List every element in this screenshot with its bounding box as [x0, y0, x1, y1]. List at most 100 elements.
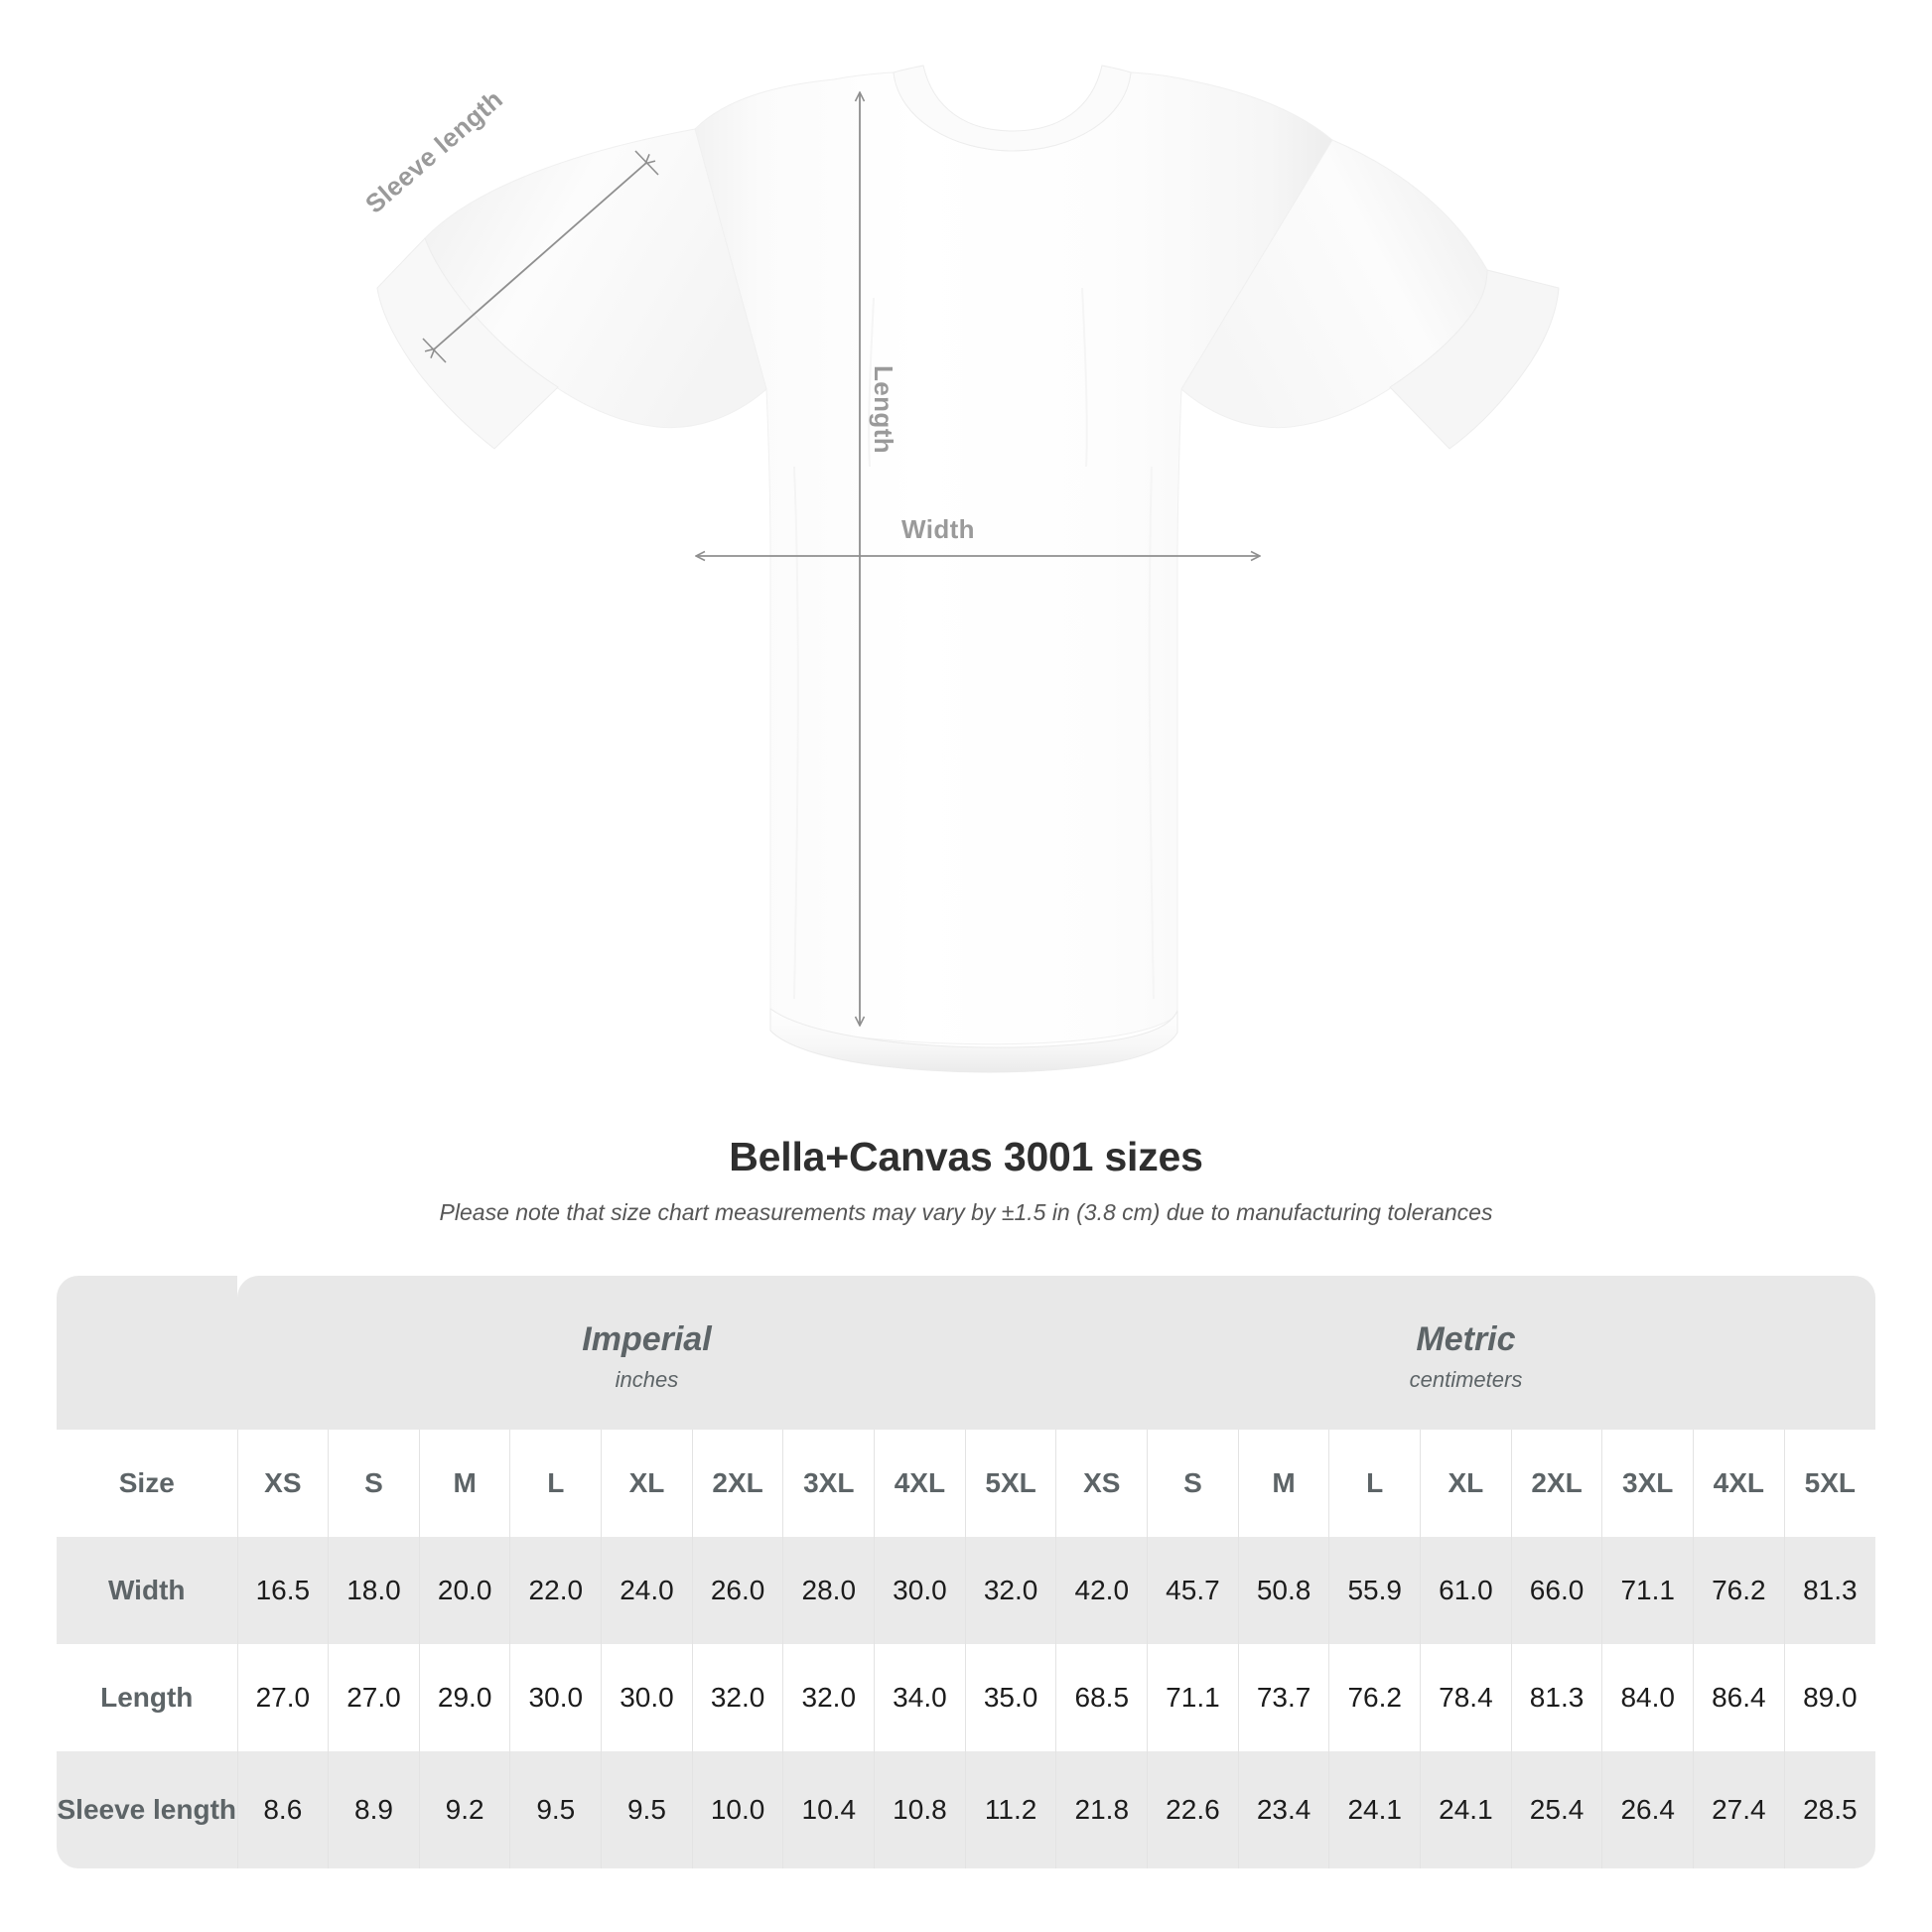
- page-title: Bella+Canvas 3001 sizes: [729, 1134, 1203, 1179]
- t-shirt-diagram: Sleeve length Length Width: [359, 65, 1560, 1073]
- cell-length-metric-m: 73.7: [1237, 1644, 1329, 1751]
- cell-sleeve-imperial-2xl: 10.0: [691, 1751, 783, 1868]
- cell-width-metric-xs: 42.0: [1055, 1537, 1148, 1644]
- size-col-imperial-l: L: [509, 1430, 602, 1537]
- width-label: Width: [901, 514, 975, 544]
- cell-width-metric-3xl: 71.1: [1601, 1537, 1694, 1644]
- size-col-imperial-xs: XS: [236, 1430, 329, 1537]
- size-col-imperial-3xl: 3XL: [782, 1430, 875, 1537]
- cell-length-metric-2xl: 81.3: [1510, 1644, 1602, 1751]
- cell-length-metric-4xl: 86.4: [1693, 1644, 1785, 1751]
- cell-width-imperial-m: 20.0: [418, 1537, 510, 1644]
- cell-length-imperial-3xl: 32.0: [782, 1644, 875, 1751]
- cell-sleeve-metric-l: 24.1: [1328, 1751, 1421, 1868]
- cell-width-imperial-2xl: 26.0: [691, 1537, 783, 1644]
- cell-width-metric-4xl: 76.2: [1693, 1537, 1785, 1644]
- cell-length-imperial-l: 30.0: [509, 1644, 602, 1751]
- cell-length-metric-l: 76.2: [1328, 1644, 1421, 1751]
- cell-length-metric-3xl: 84.0: [1601, 1644, 1694, 1751]
- size-col-metric-5xl: 5XL: [1783, 1430, 1875, 1537]
- cell-sleeve-metric-4xl: 27.4: [1693, 1751, 1785, 1868]
- size-col-imperial-5xl: 5XL: [964, 1430, 1056, 1537]
- cell-width-metric-l: 55.9: [1328, 1537, 1421, 1644]
- size-col-imperial-m: M: [418, 1430, 510, 1537]
- cell-length-imperial-s: 27.0: [328, 1644, 420, 1751]
- cell-width-metric-s: 45.7: [1147, 1537, 1239, 1644]
- size-col-metric-4xl: 4XL: [1693, 1430, 1785, 1537]
- unit-imperial-sub: inches: [615, 1367, 679, 1393]
- unit-banner-spacer: [57, 1276, 237, 1430]
- cell-width-metric-m: 50.8: [1237, 1537, 1329, 1644]
- size-col-metric-3xl: 3XL: [1601, 1430, 1694, 1537]
- cell-length-imperial-m: 29.0: [418, 1644, 510, 1751]
- unit-imperial-name: Imperial: [582, 1320, 712, 1359]
- cell-length-metric-xl: 78.4: [1420, 1644, 1512, 1751]
- cell-sleeve-metric-m: 23.4: [1237, 1751, 1329, 1868]
- cell-sleeve-imperial-5xl: 11.2: [964, 1751, 1056, 1868]
- unit-metric-sub: centimeters: [1409, 1367, 1523, 1393]
- cell-sleeve-imperial-l: 9.5: [509, 1751, 602, 1868]
- size-header-label: Size: [57, 1430, 237, 1537]
- size-col-metric-s: S: [1147, 1430, 1239, 1537]
- shirt-body-shape: [376, 65, 1560, 1073]
- cell-sleeve-metric-3xl: 26.4: [1601, 1751, 1694, 1868]
- cell-length-metric-5xl: 89.0: [1783, 1644, 1875, 1751]
- size-col-imperial-xl: XL: [601, 1430, 693, 1537]
- size-header-row: Size XS S M L XL 2XL 3XL 4XL 5XL XS S M …: [57, 1430, 1875, 1537]
- cell-width-metric-xl: 61.0: [1420, 1537, 1512, 1644]
- row-label-length: Length: [57, 1644, 237, 1751]
- size-col-metric-2xl: 2XL: [1510, 1430, 1602, 1537]
- sleeve-tick-bottom: [422, 338, 447, 363]
- unit-metric-name: Metric: [1416, 1320, 1516, 1359]
- table-row: Width 16.5 18.0 20.0 22.0 24.0 26.0 28.0…: [57, 1537, 1875, 1644]
- cell-sleeve-imperial-s: 8.9: [328, 1751, 420, 1868]
- cell-sleeve-metric-s: 22.6: [1147, 1751, 1239, 1868]
- length-label: Length: [869, 365, 898, 455]
- cell-length-imperial-4xl: 34.0: [874, 1644, 966, 1751]
- cell-sleeve-imperial-3xl: 10.4: [782, 1751, 875, 1868]
- cell-length-imperial-2xl: 32.0: [691, 1644, 783, 1751]
- unit-group-imperial: Imperial inches: [237, 1276, 1056, 1430]
- cell-sleeve-metric-xs: 21.8: [1055, 1751, 1148, 1868]
- cell-width-imperial-xl: 24.0: [601, 1537, 693, 1644]
- t-shirt-illustration: [376, 65, 1560, 1073]
- size-table: Imperial inches Metric centimeters Size …: [57, 1276, 1875, 1868]
- cell-length-imperial-xl: 30.0: [601, 1644, 693, 1751]
- cell-length-imperial-5xl: 35.0: [964, 1644, 1056, 1751]
- cell-sleeve-metric-5xl: 28.5: [1783, 1751, 1875, 1868]
- cell-length-imperial-xs: 27.0: [236, 1644, 329, 1751]
- size-col-imperial-2xl: 2XL: [691, 1430, 783, 1537]
- cell-width-imperial-4xl: 30.0: [874, 1537, 966, 1644]
- cell-length-metric-xs: 68.5: [1055, 1644, 1148, 1751]
- size-col-imperial-s: S: [328, 1430, 420, 1537]
- size-col-imperial-4xl: 4XL: [874, 1430, 966, 1537]
- size-col-metric-xs: XS: [1055, 1430, 1148, 1537]
- cell-sleeve-imperial-xs: 8.6: [236, 1751, 329, 1868]
- cell-width-imperial-s: 18.0: [328, 1537, 420, 1644]
- unit-banner-row: Imperial inches Metric centimeters: [57, 1276, 1875, 1430]
- row-label-sleeve-length: Sleeve length: [57, 1751, 237, 1868]
- table-row: Length 27.0 27.0 29.0 30.0 30.0 32.0 32.…: [57, 1644, 1875, 1751]
- cell-sleeve-imperial-4xl: 10.8: [874, 1751, 966, 1868]
- size-col-metric-l: L: [1328, 1430, 1421, 1537]
- unit-group-metric: Metric centimeters: [1055, 1276, 1875, 1430]
- cell-sleeve-metric-2xl: 25.4: [1510, 1751, 1602, 1868]
- page-subtitle: Please note that size chart measurements…: [439, 1199, 1493, 1225]
- cell-width-imperial-xs: 16.5: [236, 1537, 329, 1644]
- size-col-metric-xl: XL: [1420, 1430, 1512, 1537]
- cell-width-metric-5xl: 81.3: [1783, 1537, 1875, 1644]
- cell-sleeve-imperial-xl: 9.5: [601, 1751, 693, 1868]
- size-table-container: Imperial inches Metric centimeters Size …: [57, 1276, 1875, 1868]
- sleeve-length-dimension-line: [434, 163, 646, 349]
- sleeve-tick-top: [634, 150, 659, 176]
- cell-sleeve-imperial-m: 9.2: [418, 1751, 510, 1868]
- size-col-metric-m: M: [1237, 1430, 1329, 1537]
- cell-sleeve-metric-xl: 24.1: [1420, 1751, 1512, 1868]
- cell-width-imperial-l: 22.0: [509, 1537, 602, 1644]
- cell-width-metric-2xl: 66.0: [1510, 1537, 1602, 1644]
- cell-length-metric-s: 71.1: [1147, 1644, 1239, 1751]
- cell-width-imperial-5xl: 32.0: [964, 1537, 1056, 1644]
- table-row: Sleeve length 8.6 8.9 9.2 9.5 9.5 10.0 1…: [57, 1751, 1875, 1868]
- row-label-width: Width: [57, 1537, 237, 1644]
